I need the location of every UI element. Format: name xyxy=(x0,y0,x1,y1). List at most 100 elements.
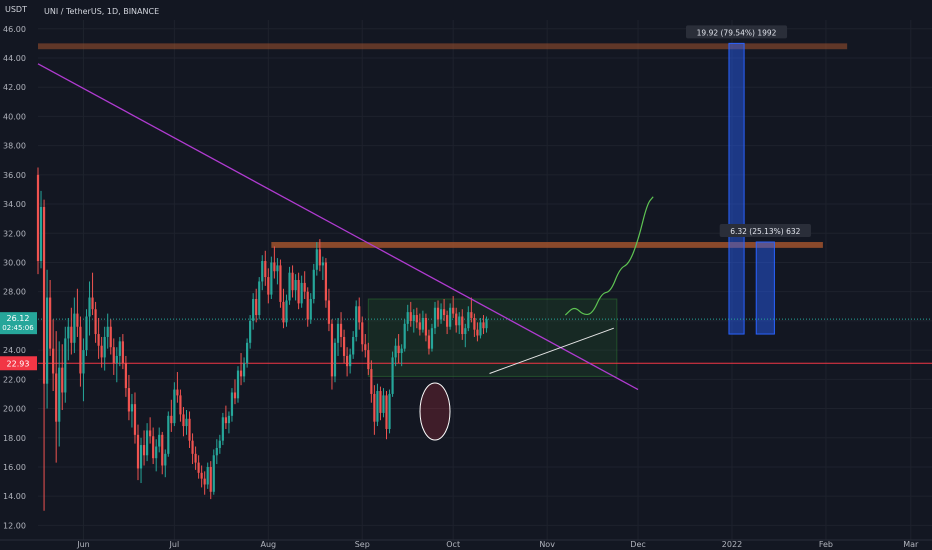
candle-body xyxy=(349,354,352,367)
candle-body xyxy=(294,280,297,291)
candle-body xyxy=(188,418,191,441)
measure-label: 19.92 (79.54%) 1992 xyxy=(697,28,777,37)
candle-body xyxy=(133,404,137,435)
resistance-band[interactable] xyxy=(271,242,823,248)
price-tick-label: 34.00 xyxy=(3,200,26,209)
candle-body xyxy=(106,326,109,337)
candle-body xyxy=(285,300,288,323)
candle-body xyxy=(461,316,464,335)
price-tick-label: 20.00 xyxy=(3,405,26,414)
candle-body xyxy=(97,334,100,346)
candle-body xyxy=(382,395,385,413)
candle-body xyxy=(61,367,64,393)
price-range-measure[interactable] xyxy=(728,42,745,335)
candle-body xyxy=(276,265,279,272)
highlight-circle[interactable] xyxy=(419,382,451,441)
time-tick-label: Jun xyxy=(76,540,90,549)
price-axis[interactable]: 12.0014.0016.0018.0020.0022.0024.0026.00… xyxy=(3,25,26,531)
candle-body xyxy=(85,316,88,351)
time-tick-label: Sep xyxy=(355,540,370,549)
price-tick-label: 22.00 xyxy=(3,375,26,384)
price-range-measure[interactable] xyxy=(755,241,775,335)
candle-body xyxy=(252,298,255,321)
support-price-badge xyxy=(0,356,37,371)
candle-body xyxy=(439,309,443,320)
candlestick-series xyxy=(36,167,488,511)
candle-body xyxy=(364,344,367,351)
candle-body xyxy=(179,395,182,415)
candle-body xyxy=(127,388,131,412)
candle-body xyxy=(312,269,315,299)
drawing-layer[interactable] xyxy=(38,42,932,377)
candle-body xyxy=(176,389,179,396)
measure-label: 6.32 (25.13%) 632 xyxy=(730,227,800,236)
candle-body xyxy=(224,417,227,424)
candle-body xyxy=(142,445,146,456)
price-tick-label: 44.00 xyxy=(3,54,26,63)
candle-body xyxy=(194,453,197,463)
candle-body xyxy=(45,297,49,384)
candle-body xyxy=(67,326,70,339)
candle-body xyxy=(282,301,285,323)
candle-body xyxy=(388,393,391,429)
candle-body xyxy=(458,316,461,326)
ascending-support-line[interactable] xyxy=(489,327,614,374)
candle-body xyxy=(49,297,52,349)
descending-trendline[interactable] xyxy=(37,63,639,391)
candle-body xyxy=(330,323,334,377)
candle-body xyxy=(185,418,188,427)
candle-body xyxy=(394,345,397,358)
candle-body xyxy=(182,414,185,427)
candle-body xyxy=(209,466,212,492)
candle-body xyxy=(427,335,431,349)
candle-body xyxy=(267,277,270,295)
top-resistance-band[interactable] xyxy=(38,43,848,50)
candle-body xyxy=(221,417,224,441)
time-tick-label: Oct xyxy=(446,540,460,549)
time-tick-label: Aug xyxy=(261,540,277,549)
candle-body xyxy=(339,323,343,337)
candle-body xyxy=(82,350,85,374)
price-tick-label: 16.00 xyxy=(3,463,26,472)
candle-body xyxy=(406,312,409,324)
candle-body xyxy=(321,262,324,266)
candle-body xyxy=(473,317,476,330)
candle-body xyxy=(324,262,327,301)
candle-body xyxy=(215,447,218,456)
candle-body xyxy=(236,370,240,399)
candle-body xyxy=(476,329,479,336)
candle-body xyxy=(206,466,209,485)
price-tick-label: 12.00 xyxy=(3,521,26,530)
candle-body xyxy=(121,341,124,364)
candle-body xyxy=(103,336,106,358)
candle-body xyxy=(139,445,143,469)
candle-body xyxy=(261,261,264,282)
candle-body xyxy=(306,291,309,320)
candle-body xyxy=(318,249,321,266)
candle-body xyxy=(100,345,103,358)
candle-body xyxy=(315,249,318,270)
candle-body xyxy=(433,307,437,329)
candle-body xyxy=(73,313,76,343)
candle-body xyxy=(191,440,194,454)
time-tick-label: Mar xyxy=(903,540,919,549)
candle-body xyxy=(379,391,382,413)
candle-body xyxy=(376,391,379,422)
candle-body xyxy=(118,341,121,356)
candle-body xyxy=(385,395,388,429)
price-tick-label: 40.00 xyxy=(3,112,26,121)
candle-body xyxy=(436,307,440,320)
candle-body xyxy=(246,342,249,364)
time-axis[interactable]: Jun Jul Aug Sep Oct Nov Dec 2022 Feb Mar xyxy=(0,539,932,549)
candle-body xyxy=(479,322,482,336)
candle-body xyxy=(233,392,237,399)
annotation-layer[interactable]: 19.92 (79.54%) 1992 6.32 (25.13%) 632 xyxy=(37,25,811,441)
candle-body xyxy=(288,272,291,301)
candle-body xyxy=(167,415,170,454)
candle-body xyxy=(145,430,149,456)
last-price-badge xyxy=(0,312,37,335)
candle-body xyxy=(297,280,300,304)
candle-body xyxy=(39,206,43,262)
projected-price-path[interactable] xyxy=(564,196,654,316)
